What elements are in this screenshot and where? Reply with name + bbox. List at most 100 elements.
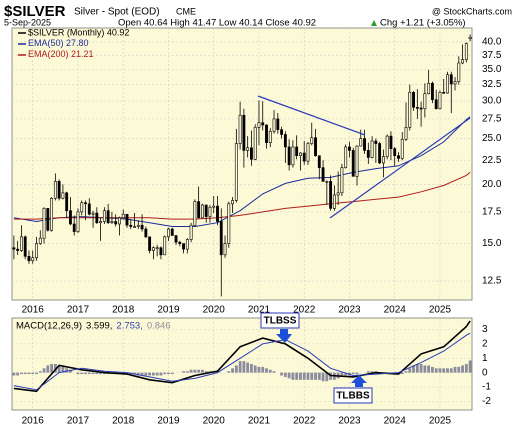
candle-body — [189, 224, 193, 240]
histogram-bar — [151, 372, 155, 376]
candle-body — [464, 43, 468, 60]
candle-body — [167, 228, 170, 238]
candle-body — [227, 203, 231, 244]
signal-value: 2.753, — [116, 321, 142, 332]
histogram-bar — [340, 372, 344, 377]
subtitle: Silver - Spot (EOD) — [74, 7, 160, 18]
y-tick-label: 22.5 — [482, 155, 502, 166]
histogram-bar — [261, 366, 265, 373]
candle-body — [53, 181, 57, 199]
histogram-bar — [408, 368, 412, 373]
candle-body — [366, 150, 370, 158]
histogram-bar — [65, 368, 69, 373]
y-tick-label: 40.0 — [482, 37, 502, 48]
legend-name: EMA(200) — [28, 49, 69, 59]
histogram-bar — [299, 372, 302, 380]
candle-body — [185, 239, 189, 250]
annotation: TLBBS — [336, 391, 370, 402]
histogram-bar — [61, 366, 65, 373]
y-tick-label: 2 — [482, 339, 488, 350]
histogram-bar — [80, 372, 84, 375]
y-tick-label: 27.5 — [482, 114, 502, 125]
candle-body — [159, 247, 163, 256]
macd-panel — [11, 317, 473, 411]
candle-body — [95, 212, 99, 224]
legend-value: 27.80 — [66, 38, 89, 48]
candle-body — [125, 213, 129, 226]
histogram-bar — [144, 372, 148, 376]
candle-body — [38, 237, 42, 244]
histogram-bar — [351, 372, 355, 375]
line — [13, 320, 471, 393]
x-tick-label: 2017 — [67, 305, 90, 316]
x-tick-label: 2024 — [384, 416, 407, 427]
histogram-bar — [427, 365, 431, 373]
histogram-bar — [91, 372, 95, 375]
candle-body — [363, 138, 366, 151]
histogram-bar — [306, 372, 310, 380]
candle-body — [99, 221, 103, 224]
histogram-bar — [283, 372, 287, 377]
histogram-bar — [310, 372, 314, 380]
histogram-bar — [280, 372, 284, 376]
legend-entry: EMA(50) 27.80 — [28, 38, 89, 48]
candle-body — [72, 223, 76, 232]
histogram-bar — [185, 371, 189, 373]
candle-body — [370, 140, 374, 158]
histogram-bar — [272, 371, 276, 373]
histogram-bar — [182, 371, 185, 373]
line — [13, 332, 471, 391]
up-arrow — [371, 20, 377, 26]
histogram-bar — [148, 372, 152, 376]
histogram-bar — [16, 372, 20, 376]
source: @ StockCharts.com — [432, 6, 512, 16]
candle-body — [118, 217, 121, 225]
macd-legend: MACD(12,26,9) — [16, 321, 82, 332]
histogram-bar — [53, 364, 57, 373]
histogram-bar — [325, 372, 329, 382]
price-panel — [11, 27, 473, 301]
y-tick-label: 25.0 — [482, 133, 502, 144]
candle-body — [412, 92, 415, 108]
candle-body — [197, 201, 201, 219]
candle-body — [65, 192, 69, 212]
candle-body — [314, 137, 317, 156]
candle-body — [280, 129, 284, 135]
x-tick-label: 2018 — [112, 416, 135, 427]
histogram-bar — [189, 369, 193, 373]
histogram-bar — [170, 372, 174, 375]
candle-body — [283, 134, 287, 148]
histogram-bar — [257, 366, 261, 373]
candle-body — [427, 83, 431, 94]
annotation-box — [260, 312, 300, 329]
histogram-bar — [412, 365, 415, 373]
histogram-bar — [253, 365, 257, 373]
candle-body — [140, 224, 144, 230]
candle-body — [144, 228, 148, 238]
histogram-bar — [234, 365, 238, 373]
candle-body — [344, 146, 348, 168]
candle-body — [446, 74, 449, 94]
histogram-bar — [193, 369, 197, 373]
histogram-value: 0.846 — [147, 321, 171, 332]
candle-body — [223, 243, 227, 256]
x-tick-label: 2024 — [384, 305, 407, 316]
histogram-bar — [446, 368, 449, 373]
annotation-arrow — [276, 329, 292, 343]
candle-body — [110, 221, 114, 224]
candle-body — [468, 36, 472, 39]
histogram-bar — [453, 366, 457, 373]
candle-body — [359, 138, 363, 147]
y-tick-label: -2 — [482, 396, 491, 407]
candle-body — [257, 122, 261, 128]
x-tick-label: 2019 — [157, 305, 180, 316]
histogram-bar — [136, 372, 140, 376]
histogram-bar — [344, 372, 348, 376]
candle-body — [340, 167, 344, 194]
legend-entry: $SILVER (Monthly) 40.92 — [28, 27, 129, 37]
x-tick-label: 2016 — [22, 305, 45, 316]
candle-body — [200, 204, 204, 219]
candle-body — [423, 93, 427, 110]
legend-value: 21.21 — [71, 49, 94, 59]
